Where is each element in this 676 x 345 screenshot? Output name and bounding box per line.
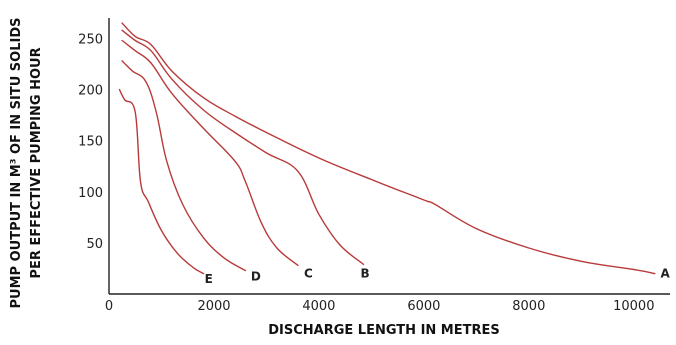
y-tick-label: 100 xyxy=(78,186,103,201)
x-tick-label: 8000 xyxy=(512,299,545,314)
curve-label-c: C xyxy=(304,267,313,281)
curve-label-e: E xyxy=(205,272,213,286)
curve-label-b: B xyxy=(361,267,370,281)
tick-labels: 0 2000 4000 6000 8000 10000 50 100 150 200 250 xyxy=(78,32,654,314)
series-line-d xyxy=(121,60,247,272)
x-axis-title: DISCHARGE LENGTH IN METRES xyxy=(268,323,500,338)
series-line-b xyxy=(121,29,365,266)
series-line-a xyxy=(121,22,656,275)
curve-label-a: A xyxy=(661,267,671,281)
x-tick-label: 10000 xyxy=(613,299,654,314)
series-line-c xyxy=(121,39,299,267)
y-tick-label: 200 xyxy=(78,84,103,99)
x-tick-label: 2000 xyxy=(197,299,230,314)
series-line-e xyxy=(118,88,205,275)
curve-label-d: D xyxy=(251,270,261,284)
y-tick-label: 150 xyxy=(78,135,103,150)
axes xyxy=(108,18,670,295)
y-tick-label: 50 xyxy=(86,237,103,252)
y-tick-label: 250 xyxy=(78,32,103,47)
curve-labels: A B C D E xyxy=(205,267,671,286)
x-tick-label: 4000 xyxy=(302,299,335,314)
plot-area xyxy=(118,22,656,275)
x-tick-label: 6000 xyxy=(407,299,440,314)
y-axis-title-line-1: PUMP OUTPUT IN M³ OF IN SITU SOLIDS xyxy=(9,18,24,309)
x-tick-label: 0 xyxy=(105,299,113,314)
y-axis-title-line-2: PER EFFECTIVE PUMPING HOUR xyxy=(29,47,44,278)
